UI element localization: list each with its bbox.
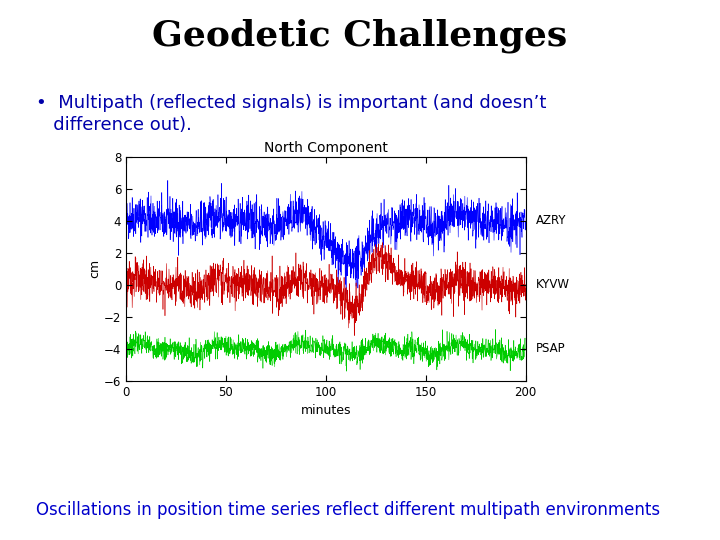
Text: KYVW: KYVW [536, 278, 570, 291]
Text: Oscillations in position time series reflect different multipath environments: Oscillations in position time series ref… [36, 502, 660, 519]
Text: •  Multipath (reflected signals) is important (and doesn’t: • Multipath (reflected signals) is impor… [36, 94, 546, 112]
Title: North Component: North Component [264, 141, 388, 156]
Text: PSAP: PSAP [536, 342, 565, 355]
X-axis label: minutes: minutes [300, 404, 351, 417]
Text: AZRY: AZRY [536, 214, 566, 227]
Y-axis label: cm: cm [88, 259, 101, 278]
Text: difference out).: difference out). [36, 116, 192, 134]
Text: Geodetic Challenges: Geodetic Challenges [153, 19, 567, 53]
